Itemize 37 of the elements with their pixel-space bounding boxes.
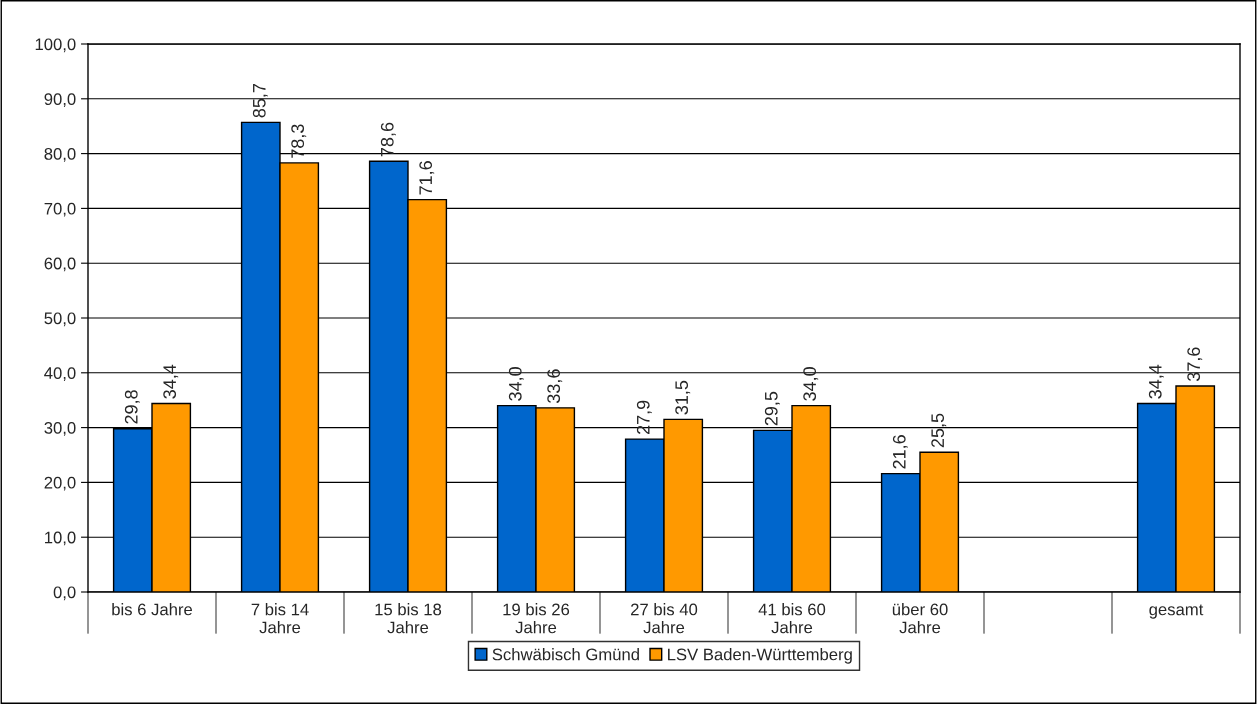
x-tick-label: über 60 Jahre: [892, 603, 948, 634]
x-tick-label: 27 bis 40 Jahre: [631, 603, 698, 634]
y-tick-label: 10,0: [45, 531, 76, 546]
data-label: 25,5: [931, 413, 947, 448]
legend-label: LSV Baden-Württemberg: [668, 648, 852, 664]
data-label: 37,6: [1187, 347, 1203, 382]
y-tick-label: 80,0: [44, 148, 76, 162]
y-tick-label: 60,0: [44, 257, 76, 272]
data-label: 34,0: [508, 367, 524, 401]
data-label: 31,5: [675, 380, 691, 415]
y-tick-label: 50,0: [44, 312, 76, 327]
data-label: 27,9: [636, 400, 652, 435]
y-tick-label: 100,0: [35, 38, 76, 53]
x-tick-label: 41 bis 60 Jahre: [758, 603, 826, 634]
x-tick-label: gesamt: [1149, 604, 1204, 619]
data-label: 85,7: [252, 83, 268, 118]
x-tick-label: 19 bis 26 Jahre: [503, 603, 570, 634]
data-label: 71,6: [419, 161, 435, 195]
data-label: 33,6: [547, 369, 563, 404]
y-tick-label: 0,0: [53, 586, 76, 601]
x-tick-label: 15 bis 18 Jahre: [375, 603, 442, 634]
data-label: 29,5: [764, 391, 780, 426]
legend-label: Schwäbisch Gmünd: [492, 648, 639, 661]
y-tick-label: 40,0: [44, 367, 76, 381]
data-label: 34,4: [163, 364, 179, 399]
data-label: 34,4: [1148, 364, 1164, 399]
data-label: 29,8: [124, 390, 140, 424]
data-label: 78,3: [291, 124, 307, 158]
y-tick-label: 90,0: [44, 93, 76, 107]
data-label: 34,0: [803, 367, 819, 401]
y-tick-label: 30,0: [44, 422, 76, 436]
data-label: 78,6: [380, 122, 396, 157]
y-tick-label: 70,0: [44, 202, 76, 217]
x-tick-label: 7 bis 14 Jahre: [251, 603, 309, 634]
y-tick-label: 20,0: [44, 476, 76, 491]
data-label: 21,6: [892, 435, 908, 469]
x-tick-label: bis 6 Jahre: [112, 603, 193, 616]
